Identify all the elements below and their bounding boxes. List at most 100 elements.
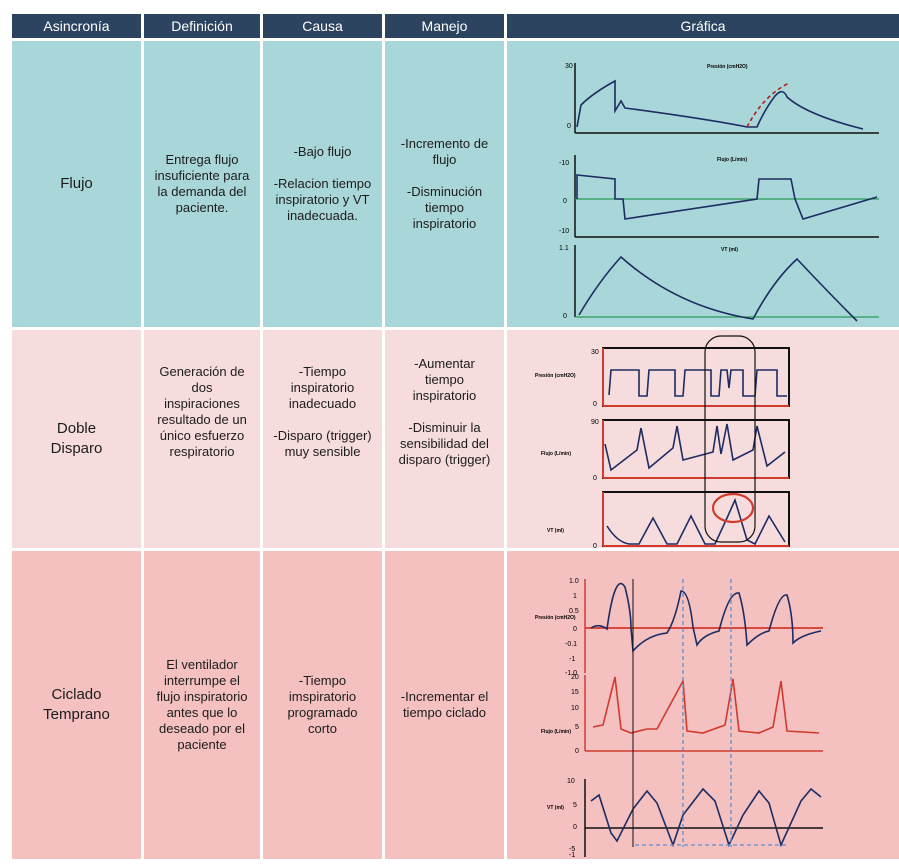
flow-ticks: 20 15 10 5 0 [571, 674, 579, 755]
pressure-tick: 0 [573, 626, 577, 633]
causa-line: programado [287, 705, 358, 720]
manejo-cell: -Aumentar tiempo inspiratorio -Disminuir… [385, 330, 504, 548]
definicion-cell: El ventilador interrumpe el flujo inspir… [144, 551, 260, 859]
pressure-frame [602, 347, 790, 407]
causa-line: inadecuada. [287, 208, 358, 223]
definicion-line: insuficiente para [154, 168, 250, 183]
vt-tick: 0 [573, 824, 577, 831]
manejo-line: disparo (trigger) [398, 452, 491, 467]
definicion-line: El ventilador [166, 657, 238, 672]
table-row-ciclado-temprano: Ciclado Temprano El ventilador interrump… [12, 551, 899, 859]
manejo-line: flujo [432, 152, 457, 167]
pressure-tick: 1 [573, 593, 577, 600]
vt-min-tick: 0 [563, 313, 567, 320]
header-grafica: Gráfica [507, 14, 899, 38]
double-trigger-circle [711, 492, 755, 524]
graph-cell-flujo: 30 0 Presión (cmH2O) -10 0 -10 Flujo (L/… [507, 41, 899, 327]
manejo-line: -Incrementar el [400, 689, 489, 704]
row-name: Ciclado Temprano [12, 551, 141, 859]
pressure-label: Presión (cmH2O) [535, 615, 576, 621]
causa-cell: -Tiempo imspiratorio programado corto [263, 551, 382, 859]
causa-cell: -Tiempo inspiratorio inadecuado -Disparo… [263, 330, 382, 548]
table-row-flujo: Flujo Entrega flujo insuficiente para la… [12, 41, 899, 327]
double-trigger-highlight [704, 335, 756, 543]
definicion-line: Generación de [159, 364, 245, 379]
graph-cell-doble-disparo: 30 0 Presión (cmH2O) 90 0 Flujo (L/min) … [507, 330, 899, 550]
definicion-line: interrumpe el [164, 673, 240, 688]
vt-tick: -5 [569, 846, 575, 853]
ciclado-temprano-waveforms: 1.0 1 0.5 0 -0.1 -1 -1.0 Presión (cmH2O)… [535, 578, 823, 859]
row-name-line: Temprano [43, 706, 110, 723]
vt-tick: 10 [567, 778, 575, 785]
definicion-line: resultado de un [157, 412, 247, 427]
causa-line: muy sensible [284, 444, 361, 459]
row-name-line: Disparo [50, 440, 103, 457]
definicion-line: deseado por el [158, 721, 245, 736]
vt-ticks: 10 5 0 -5 -1 [567, 778, 577, 859]
manejo-line: -Disminución [406, 184, 483, 199]
definicion-line: dos [191, 380, 213, 395]
header-definicion: Definición [144, 14, 260, 38]
causa-line: corto [308, 721, 337, 736]
row-name: Doble Disparo [12, 330, 141, 548]
pressure-tick: -1.0 [565, 670, 577, 677]
flow-top-tick: -10 [559, 160, 569, 167]
causa-line: inspiratorio [290, 380, 355, 395]
causa-line: -Relacion tiempo [273, 176, 372, 191]
vt-label: VT (ml) [547, 528, 564, 534]
flow-trace [576, 174, 878, 220]
flow-tick: 10 [571, 705, 579, 712]
manejo-cell: -Incrementar el tiempo ciclado [385, 551, 504, 859]
flow-tick: 15 [571, 689, 579, 696]
definicion-line: la demanda del [157, 184, 247, 199]
row-name-line: Ciclado [51, 686, 102, 703]
manejo-line: tiempo [424, 372, 464, 387]
flow-min-tick: 0 [593, 475, 597, 482]
pressure-trace [590, 582, 822, 653]
vt-max-tick: 1.1 [559, 245, 569, 252]
manejo-cell: -Incremento de flujo -Disminución tiempo… [385, 41, 504, 327]
vt-trace [606, 497, 786, 546]
flow-max-tick: 90 [591, 419, 599, 426]
pressure-ticks: 1.0 1 0.5 0 -0.1 -1 -1.0 [565, 578, 579, 677]
manejo-line: sensibilidad del [400, 436, 489, 451]
definicion-line: Entrega flujo [165, 152, 239, 167]
row-name-text: Flujo [60, 175, 93, 192]
flow-mid-tick: 0 [563, 198, 567, 205]
vt-tick: -1 [569, 852, 575, 859]
flow-frame [602, 419, 790, 479]
header-asincronia: Asincronía [12, 14, 141, 38]
row-name: Flujo [12, 41, 141, 327]
causa-line: inspiratorio y VT [275, 192, 370, 207]
doble-disparo-waveforms: 30 0 Presión (cmH2O) 90 0 Flujo (L/min) … [535, 335, 790, 550]
flow-tick: 20 [571, 674, 579, 681]
flow-label: Flujo (L/min) [541, 729, 571, 735]
flow-bottom-tick: -10 [559, 228, 569, 235]
vt-frame [602, 491, 790, 547]
manejo-line: -Incremento de [400, 136, 489, 151]
pressure-label: Presión (cmH2O) [535, 373, 576, 379]
pressure-label: Presión (cmH2O) [707, 64, 748, 70]
causa-line: -Tiempo [298, 364, 347, 379]
pressure-tick: -1 [569, 656, 575, 663]
header-manejo: Manejo [385, 14, 504, 38]
pressure-min-tick: 0 [593, 401, 597, 408]
pressure-trace [608, 369, 787, 397]
flow-tick: 0 [575, 748, 579, 755]
vt-tick: 5 [573, 802, 577, 809]
causa-line: -Bajo flujo [293, 144, 352, 159]
causa-line: -Tiempo [298, 673, 347, 688]
table-header: Asincronía Definición Causa Manejo Gráfi… [12, 14, 899, 38]
pressure-min-tick: 0 [567, 123, 571, 130]
vt-label: VT (ml) [547, 805, 564, 811]
manejo-line: -Disminuir la [408, 420, 481, 435]
definicion-line: antes que lo [166, 705, 238, 720]
pressure-max-tick: 30 [591, 349, 599, 356]
pressure-max-tick: 30 [565, 63, 573, 70]
vt-min-tick: 0 [593, 543, 597, 548]
definicion-line: flujo inspiratorio [156, 689, 248, 704]
manejo-line: inspiratorio [412, 216, 477, 231]
manejo-line: -Aumentar [414, 356, 475, 371]
definicion-line: paciente. [175, 200, 229, 215]
pressure-tick: 1.0 [569, 578, 579, 585]
